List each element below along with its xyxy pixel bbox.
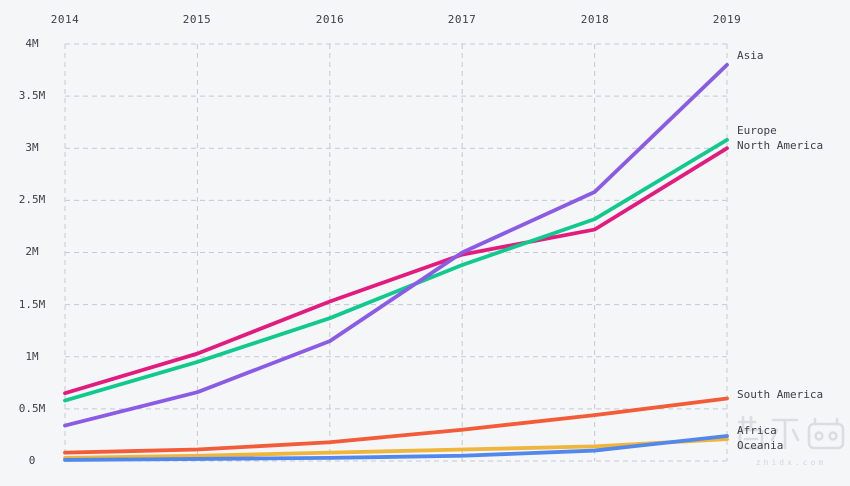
y-axis-label-2m: 2M [25, 245, 39, 258]
x-axis-label-2019: 2019 [712, 13, 742, 26]
y-axis-label-4m: 4M [25, 37, 39, 50]
y-axis-label-1m: 1M [25, 350, 39, 363]
series-label-asia: Asia [737, 49, 764, 62]
x-axis-label-2016: 2016 [315, 13, 345, 26]
y-axis-label-3-5m: 3.5M [18, 89, 46, 102]
watermark: zhidx.com [733, 414, 849, 467]
plot-line-asia [63, 62, 729, 428]
plot-line-africa [63, 437, 729, 460]
plot-line-oceania [63, 434, 729, 462]
y-axis-label-0: 0 [28, 454, 36, 467]
series-label-europe: Europe [737, 124, 777, 137]
series-label-south-america: South America [737, 388, 824, 401]
x-axis-label-2018: 2018 [580, 13, 610, 26]
y-axis-label-0-5m: 0.5M [18, 402, 46, 415]
x-axis-label-2017: 2017 [447, 13, 477, 26]
y-axis-label-3m: 3M [25, 141, 39, 154]
plot-line-north-america [63, 146, 729, 396]
plot-line-south-america [63, 396, 729, 455]
series-label-oceania: Oceania [737, 439, 784, 452]
y-axis-label-1-5m: 1.5M [18, 298, 46, 311]
watermark-url: zhidx.com [755, 458, 827, 467]
series-label-north-america: North America [737, 139, 824, 152]
series-label-africa: Africa [737, 424, 777, 437]
plot-line-europe [63, 138, 729, 403]
y-axis-label-2-5m: 2.5M [18, 193, 46, 206]
watermark-logo-icon [737, 415, 845, 450]
x-axis-label-2015: 2015 [182, 13, 212, 26]
x-axis-label-2014: 2014 [50, 13, 80, 26]
